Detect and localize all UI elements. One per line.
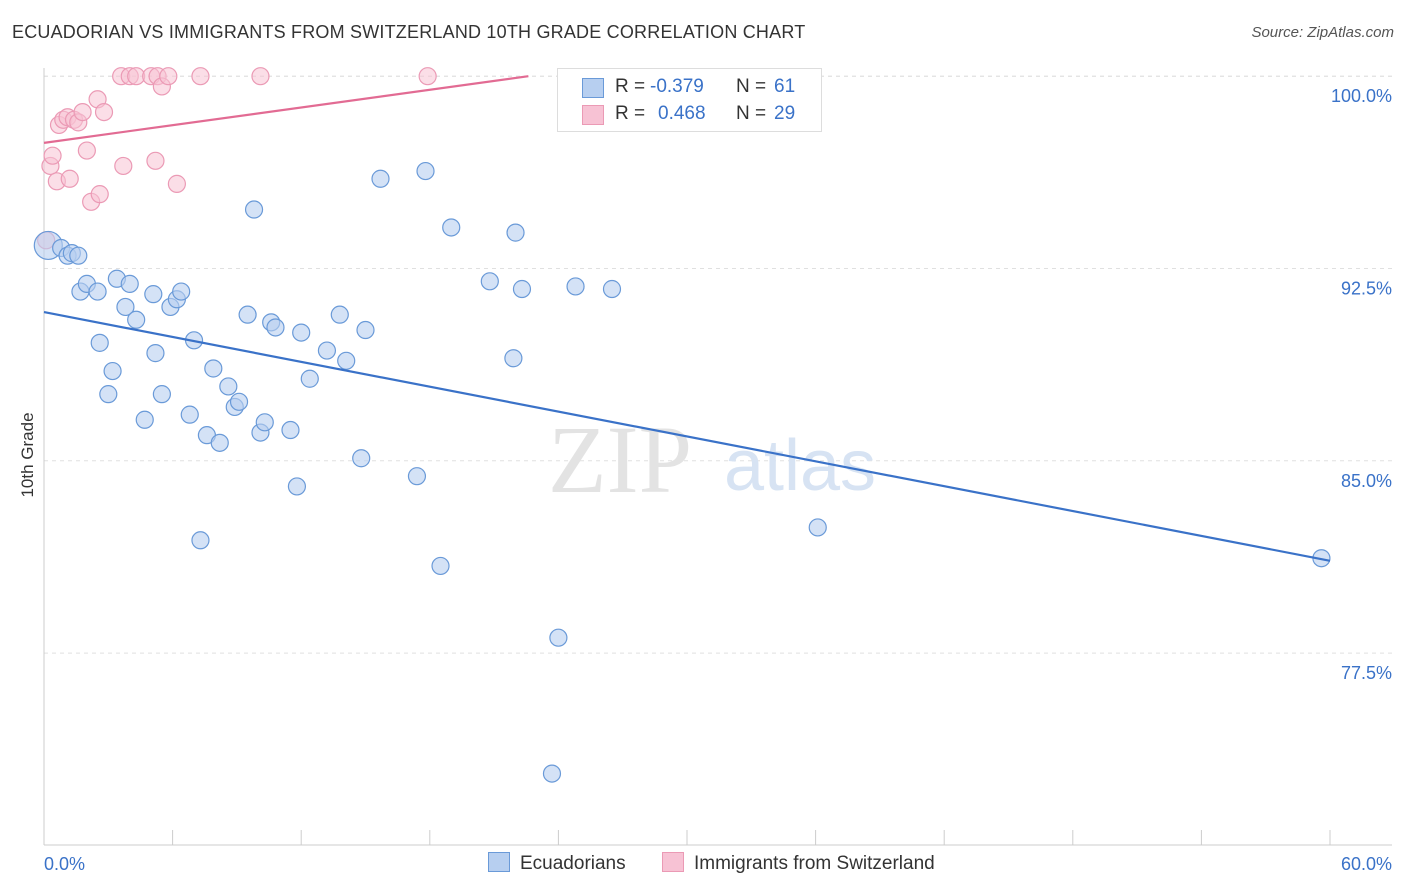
legend-n-label: N = (736, 103, 767, 124)
gridlines (44, 75, 1392, 654)
ecuadorian-point (330, 305, 349, 324)
switzerland-point (146, 151, 165, 170)
ecuadorian-point (442, 218, 461, 237)
ecuadorian-point (127, 310, 146, 329)
ecuadorian-point (287, 477, 307, 496)
ecuadorian-point (152, 385, 171, 404)
ecuadorian-point (219, 377, 238, 396)
ecuadorians-trend-line (43, 311, 1331, 562)
ecuadorian-point (300, 369, 319, 388)
ecuadorian-point (504, 349, 523, 368)
axes (43, 68, 1392, 846)
ecuadorian-point (416, 161, 435, 181)
ecuadorian-point (120, 274, 139, 293)
bottom-legend-ecuadorians: Ecuadorians (488, 852, 626, 875)
switzerland-point (191, 67, 210, 86)
ecuadorian-point (103, 361, 122, 381)
ecuadorian-point (371, 169, 390, 188)
ecuadorian-point (337, 351, 356, 370)
switzerland-point (73, 102, 92, 122)
tick-labels: 77.5% 85.0% 92.5% 100.0% 0.0% 60.0% (44, 86, 1392, 874)
switzerland-point (114, 156, 133, 176)
ecuadorian-point (356, 320, 375, 340)
ecuadorian-point (566, 277, 585, 296)
bottom-legend-label: Ecuadorians (520, 853, 626, 874)
ecuadorian-point (255, 413, 274, 432)
legend-r-value: -0.379 (650, 76, 704, 97)
switzerland-point (77, 141, 96, 160)
ecuadorian-point (135, 410, 154, 429)
chart-title: ECUADORIAN VS IMMIGRANTS FROM SWITZERLAN… (12, 22, 806, 42)
bottom-legend-swatch-pink (662, 852, 684, 872)
switzerland-trend-line (43, 75, 529, 144)
ecuadorian-point (281, 420, 300, 440)
series-switzerland-points (37, 67, 437, 250)
legend-r-value: 0.468 (658, 103, 706, 124)
switzerland-point (167, 174, 186, 193)
ecuadorian-point (352, 449, 371, 468)
ecuadorian-point (210, 433, 229, 452)
x-tick-label: 0.0% (44, 854, 85, 874)
ecuadorian-point (180, 405, 199, 424)
ecuadorian-point (407, 467, 427, 486)
ecuadorian-point (204, 359, 223, 378)
series-ecuadorians-points (33, 161, 1331, 783)
switzerland-point (90, 185, 109, 204)
ecuadorian-point (602, 279, 622, 299)
ecuadorian-point (69, 246, 88, 265)
y-tick-label: 77.5% (1341, 663, 1392, 683)
switzerland-point (159, 67, 178, 86)
ecuadorian-point (238, 305, 257, 324)
bottom-legend-swatch-blue (488, 852, 510, 872)
y-tick-label: 92.5% (1341, 278, 1392, 298)
ecuadorian-point (512, 279, 532, 299)
ecuadorian-point (506, 223, 525, 242)
switzerland-point (43, 146, 62, 165)
legend-swatch-pink (582, 105, 604, 125)
ecuadorian-point (99, 385, 118, 404)
bottom-legend-label: Immigrants from Switzerland (694, 853, 935, 874)
correlation-legend: R = -0.379 N = 61 R = 0.468 N = 29 (557, 68, 822, 132)
ecuadorian-point (116, 297, 135, 317)
ecuadorian-point (808, 518, 827, 537)
ecuadorian-point (292, 323, 311, 342)
legend-n-label: N = (736, 76, 767, 97)
source-note: Source: ZipAtlas.com (1251, 24, 1394, 41)
ecuadorian-point (431, 556, 450, 576)
switzerland-point (94, 102, 114, 122)
ecuadorian-point (191, 531, 210, 550)
ecuadorian-point (90, 333, 109, 352)
legend-r-label: R = (615, 76, 646, 97)
watermark-atlas: atlas (724, 426, 876, 506)
bottom-legend-switzerland: Immigrants from Switzerland (662, 852, 935, 875)
trend-lines (43, 75, 1331, 562)
switzerland-point (418, 67, 437, 86)
ecuadorian-point (229, 392, 249, 411)
legend-n-value: 61 (774, 76, 796, 97)
ecuadorian-point (146, 344, 165, 363)
legend-n-value: 29 (774, 103, 796, 124)
ecuadorian-point (172, 282, 191, 301)
switzerland-point (60, 169, 79, 188)
legend-r-label: R = (615, 103, 646, 124)
ecuadorian-point (266, 318, 285, 337)
ecuadorian-point (244, 200, 264, 219)
legend-swatch-blue (582, 78, 604, 98)
x-tick-label: 60.0% (1341, 854, 1392, 874)
ecuadorian-point (542, 764, 562, 783)
y-axis-label: 10th Grade (18, 412, 37, 497)
y-tick-label: 85.0% (1341, 471, 1392, 491)
watermark: ZIP atlas (548, 406, 876, 513)
y-tick-label: 100.0% (1331, 86, 1392, 106)
watermark-zip: ZIP (548, 406, 692, 513)
ecuadorian-point (88, 282, 107, 301)
switzerland-point (251, 67, 270, 86)
ecuadorian-point (144, 285, 163, 304)
ecuadorian-point (549, 628, 568, 647)
ecuadorian-point (480, 272, 499, 291)
ecuadorian-point (317, 341, 337, 360)
